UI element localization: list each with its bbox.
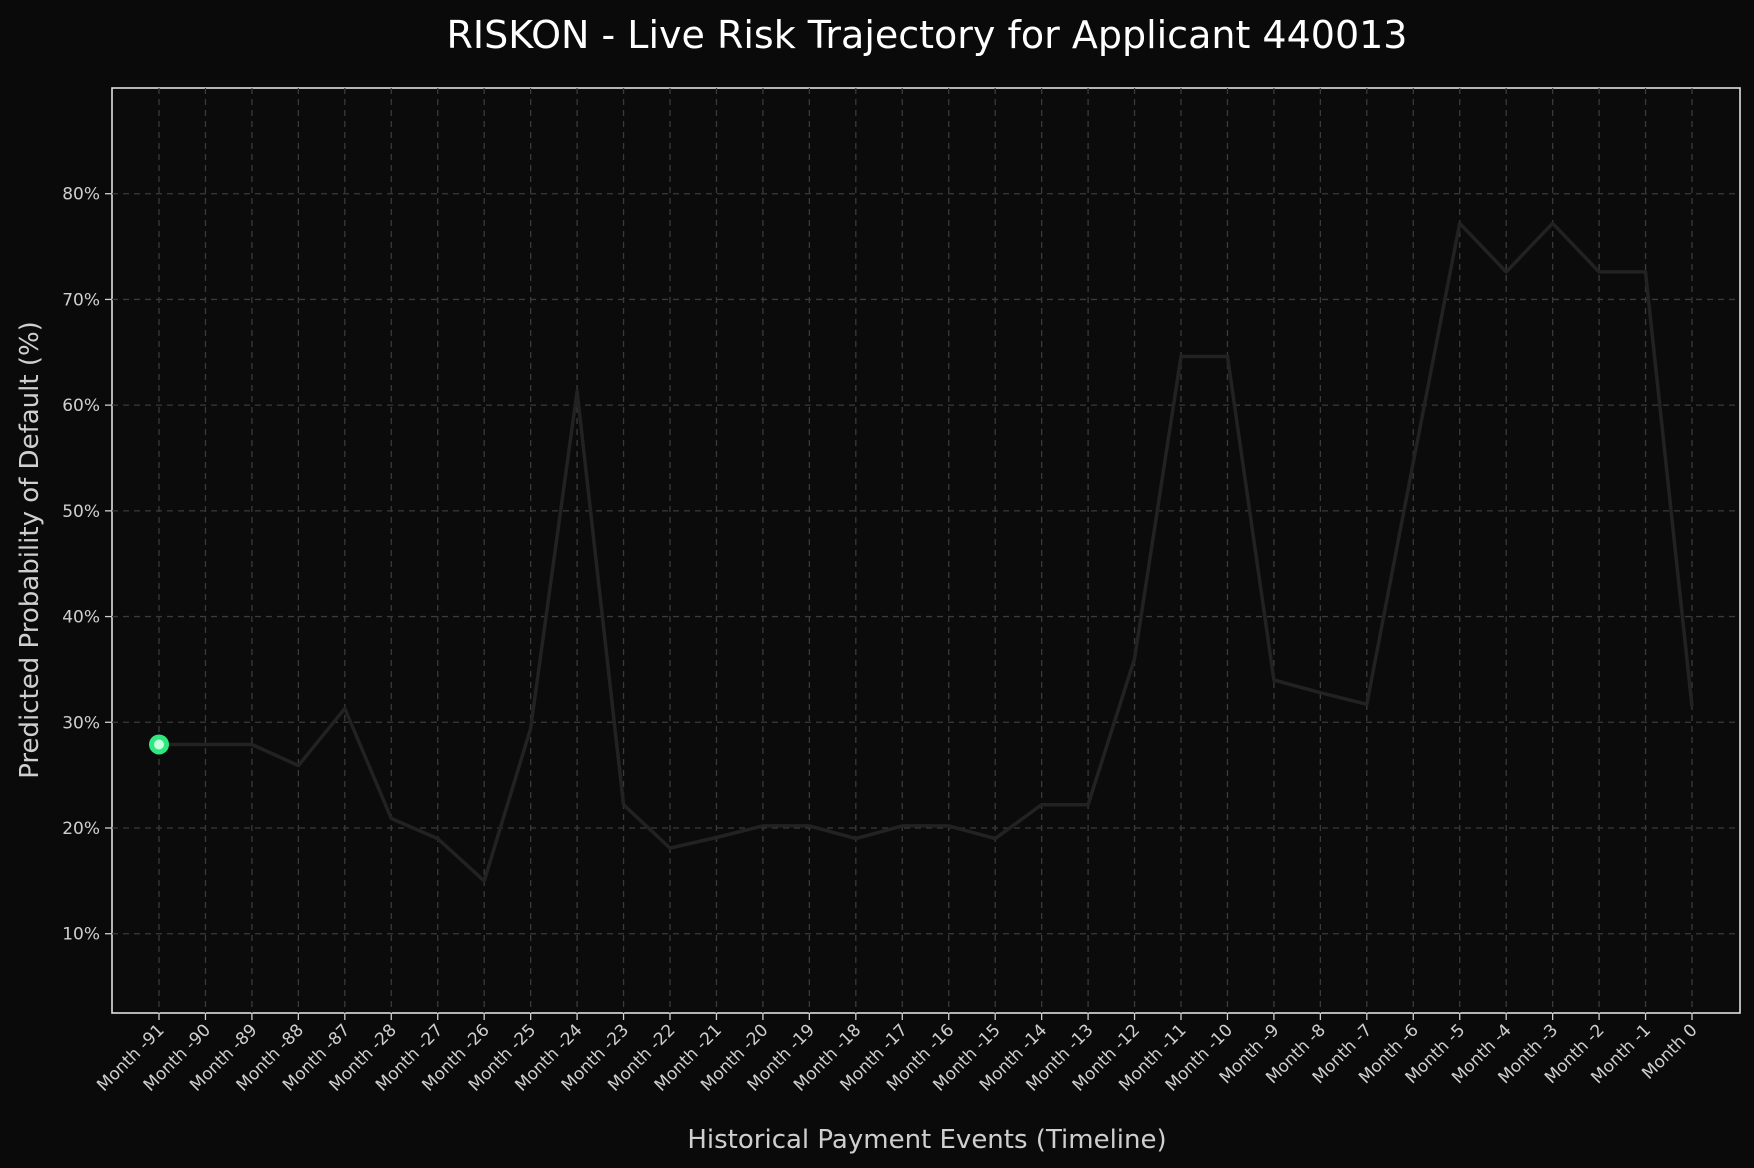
y-axis: 10% 20% 30% 40% 50% 60% 70% 80% <box>62 185 112 945</box>
y-axis-label: Predicted Probability of Default (%) <box>15 321 45 779</box>
plot-area <box>112 88 1740 1013</box>
highlight-point-core <box>154 739 164 749</box>
y-tick-label: 30% <box>62 713 100 733</box>
y-tick-label: 20% <box>62 819 100 839</box>
y-tick-label: 40% <box>62 608 100 628</box>
current-point-marker <box>149 734 169 754</box>
y-tick-label: 60% <box>62 396 100 416</box>
x-axis-label: Historical Payment Events (Timeline) <box>687 1125 1166 1155</box>
y-tick-label: 80% <box>62 185 100 205</box>
y-tick-label: 10% <box>62 925 100 945</box>
y-tick-label: 70% <box>62 290 100 310</box>
chart-title: RISKON - Live Risk Trajectory for Applic… <box>447 13 1408 57</box>
y-tick-label: 50% <box>62 502 100 522</box>
